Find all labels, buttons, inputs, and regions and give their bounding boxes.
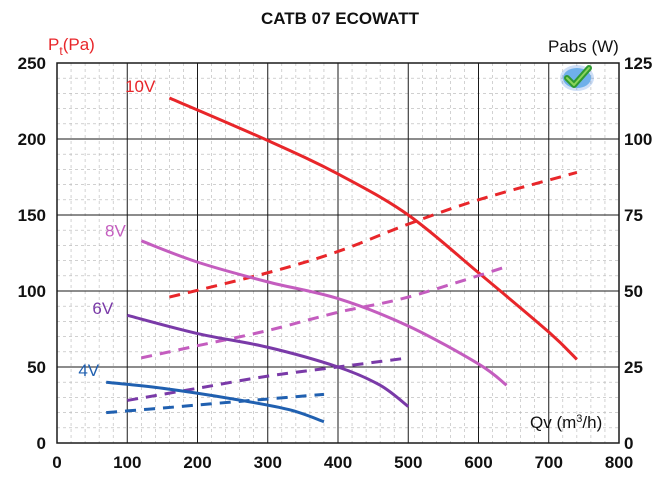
y-left-tick-label: 200 <box>18 130 46 149</box>
series-4V-pressure-line <box>106 380 325 424</box>
y-right-tick-label: 0 <box>624 434 633 453</box>
series-label-10V: 10V <box>125 77 156 96</box>
series-layer <box>106 96 578 424</box>
series-10V-power-line <box>169 170 578 299</box>
x-tick-label: 100 <box>113 453 141 472</box>
y-left-tick-label: 0 <box>37 434 46 453</box>
y-right-tick-label: 25 <box>624 358 643 377</box>
series-label-4V: 4V <box>78 361 99 380</box>
x-tick-label: 800 <box>605 453 633 472</box>
x-tick-label: 600 <box>464 453 492 472</box>
y-right-tick-labels: 0 25 50 75 100 125 <box>624 54 652 453</box>
chart-title: CATB 07 ECOWATT <box>261 9 420 28</box>
series-6V-power-line <box>126 356 409 402</box>
y-left-tick-label: 250 <box>18 54 46 73</box>
x-tick-label: 0 <box>52 453 61 472</box>
y-left-tick-labels: 0 50 100 150 200 250 <box>18 54 46 453</box>
y-right-axis-label: Pabs (W) <box>548 37 619 56</box>
series-6V-pressure-line <box>126 313 410 408</box>
x-axis-label: Qv (m3/h) <box>530 413 602 432</box>
x-tick-label: 300 <box>254 453 282 472</box>
plot-frame <box>56 62 620 444</box>
x-tick-label: 500 <box>394 453 422 472</box>
y-left-tick-label: 100 <box>18 282 46 301</box>
y-right-tick-label: 125 <box>624 54 652 73</box>
y-left-axis-label: Pt(Pa) <box>48 35 95 58</box>
series-4V-power-line <box>106 392 325 415</box>
x-tick-labels: 0 100 200 300 400 500 600 700 800 <box>52 453 633 472</box>
series-label-8V: 8V <box>105 221 126 240</box>
series-label-6V: 6V <box>92 299 113 318</box>
x-tick-label: 400 <box>324 453 352 472</box>
y-right-tick-label: 75 <box>624 206 643 225</box>
x-tick-label: 200 <box>183 453 211 472</box>
series-labels: 10V 8V 6V 4V <box>78 77 156 380</box>
y-left-tick-label: 50 <box>27 358 46 377</box>
series-8V-power-line <box>140 265 508 360</box>
series-10V-pressure-line <box>168 96 578 361</box>
series-8V-pressure-line <box>140 239 508 387</box>
ecowatt-logo <box>560 65 594 91</box>
minor-grid <box>57 63 619 443</box>
y-right-tick-label: 100 <box>624 130 652 149</box>
y-left-tick-label: 150 <box>18 206 46 225</box>
y-right-tick-label: 50 <box>624 282 643 301</box>
x-tick-label: 700 <box>535 453 563 472</box>
